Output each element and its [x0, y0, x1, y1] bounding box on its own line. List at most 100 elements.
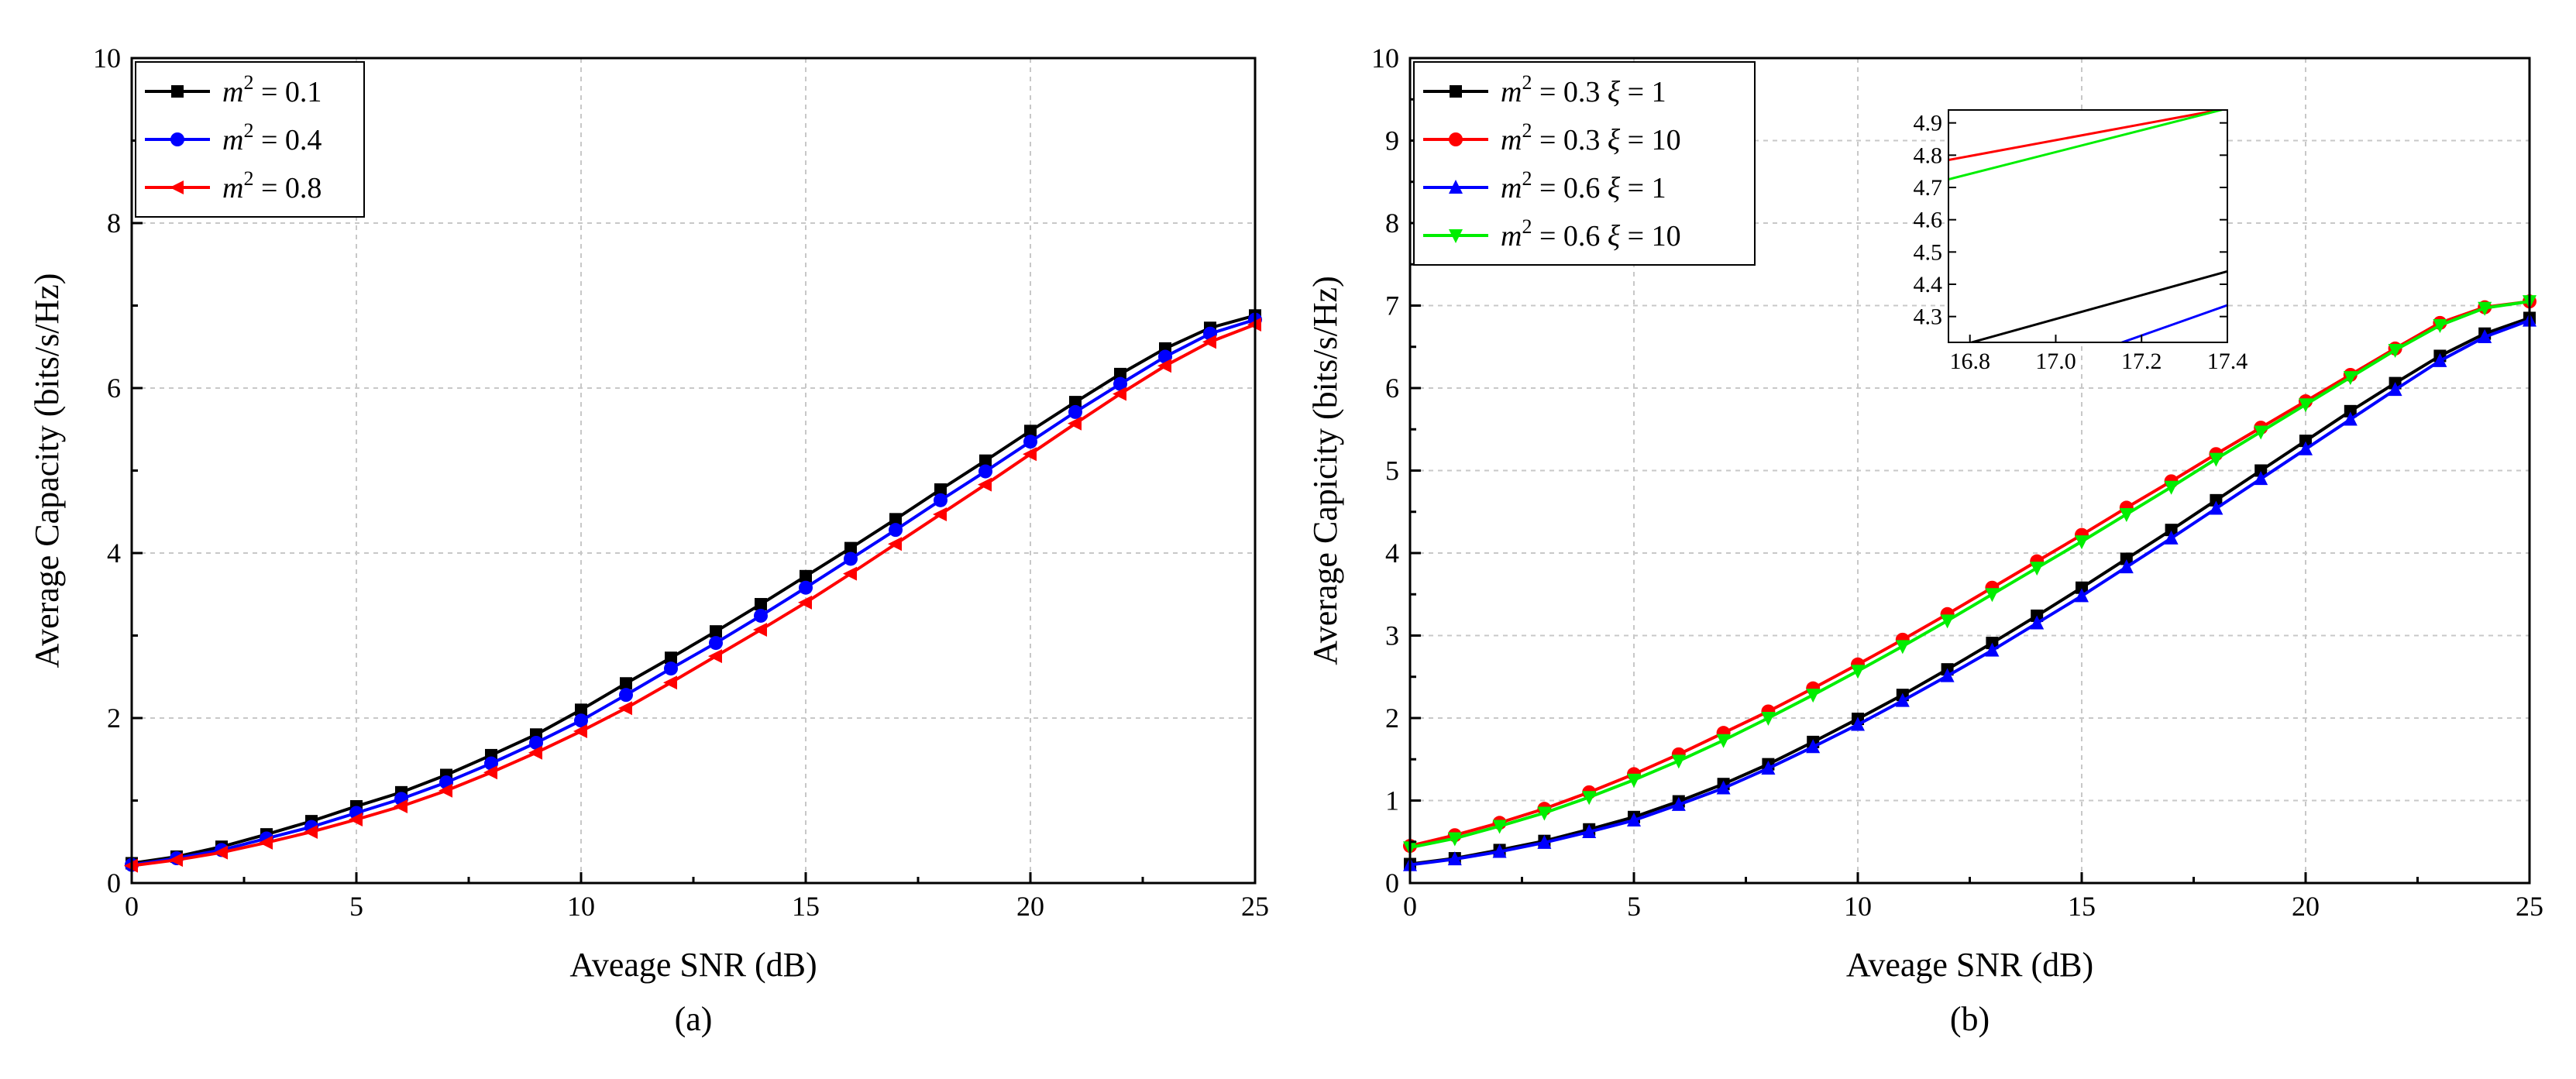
a-data-point [1023, 447, 1037, 462]
a-data-point [1157, 359, 1171, 373]
b-x-tick-label-0: 0 [1403, 891, 1417, 922]
b-y-tick-label-2: 2 [1385, 703, 1399, 734]
a-legend-label: m2 = 0.8 [222, 167, 322, 204]
b-y-tick-label-5: 5 [1385, 455, 1399, 486]
b-legend-swatch-marker [1449, 180, 1463, 194]
a-data-point [1113, 376, 1127, 391]
b-y-tick-label-7: 7 [1385, 290, 1399, 321]
panel-a-chart: 0 5 10 15 20 25 0 2 4 6 8 10 Aveage SNR (dB) Averag… [28, 43, 1269, 1038]
b-data-point [1761, 712, 1776, 726]
a-data-point [934, 493, 948, 507]
a-data-point [888, 537, 902, 552]
a-y-tick-label-8: 8 [107, 208, 121, 239]
inset-background [1948, 110, 2227, 342]
a-data-point [259, 835, 273, 850]
b-data-point [2299, 398, 2313, 413]
a-data-point [1068, 404, 1082, 419]
a-y-tick-label-10: 10 [93, 43, 121, 74]
b-legend-swatch-marker [1450, 85, 1462, 98]
a-data-point [1114, 367, 1126, 380]
b-data-point [1627, 813, 1641, 827]
a-x-tick-label-10: 10 [567, 891, 595, 922]
panel-b-caption: (b) [1950, 1000, 1990, 1038]
b-data-point [2075, 535, 2089, 550]
b-legend-item-m-0-3-1: m2 = 0.3 ξ = 1 [1423, 71, 1666, 108]
a-legend-swatch-marker [170, 132, 184, 146]
panel-b-series-group [1403, 294, 2536, 871]
a-y-tick-label-0: 0 [107, 868, 121, 899]
inset-x-tick-label-17-0: 17.0 [2035, 349, 2076, 374]
a-x-tick-label-20: 20 [1016, 891, 1044, 922]
a-data-point [1068, 416, 1082, 431]
a-data-point [934, 483, 947, 496]
b-x-tick-label-15: 15 [2068, 891, 2096, 922]
inset-x-tick-label-17-4: 17.4 [2207, 349, 2248, 374]
a-data-point [573, 724, 587, 739]
inset-y-tick-label-4-7: 4.7 [1914, 175, 1943, 201]
b-y-tick-label-3: 3 [1385, 620, 1399, 651]
panel-b-chart: 0 5 10 15 20 25 0 1 2 3 4 5 6 7 8 9 10 Aveage SNR (dB) A… [1306, 43, 2543, 1038]
b-data-point [2119, 559, 2134, 574]
b-data-point [2478, 301, 2492, 316]
b-legend-label: m2 = 0.3 ξ = 10 [1501, 119, 1681, 156]
b-y-tick-label-8: 8 [1385, 208, 1399, 239]
a-series-m-0-4 [125, 312, 1262, 872]
b-data-point [1582, 791, 1597, 806]
b-data-point [1447, 832, 1462, 847]
a-data-point [709, 636, 723, 651]
a-x-tick-label-15: 15 [792, 891, 820, 922]
a-legend-item-m-0-1: m2 = 0.1 [145, 71, 322, 108]
a-data-point [618, 701, 632, 716]
inset-y-tick-label-4-8: 4.8 [1914, 143, 1943, 168]
a-data-point [529, 735, 543, 750]
a-legend-swatch-marker [170, 180, 184, 194]
a-data-point [664, 661, 678, 676]
a-y-tick-label-6: 6 [107, 373, 121, 404]
panel-b-x-axis-label: Aveage SNR (dB) [1846, 946, 2093, 984]
a-series-line-m-0-1 [131, 314, 1256, 865]
inset-x-tick-label-16-8: 16.8 [1949, 349, 1990, 374]
a-data-point [663, 675, 677, 690]
b-data-point [1895, 640, 1910, 655]
b-data-point [2209, 452, 2223, 467]
b-data-point [2030, 562, 2045, 576]
b-data-point [1627, 773, 1641, 788]
a-legend-label: m2 = 0.1 [222, 71, 322, 108]
a-data-point [708, 649, 722, 664]
a-data-point [394, 799, 408, 813]
a-series-m-0-1 [126, 309, 1261, 870]
b-data-point [2210, 493, 2223, 507]
b-legend-label: m2 = 0.6 ξ = 10 [1501, 215, 1681, 253]
b-series-line-m-0-3-10 [1409, 300, 2530, 848]
b-data-point [1582, 823, 1597, 838]
b-data-point [2343, 371, 2358, 386]
inset-line-m-0-6-1 [2118, 304, 2227, 342]
b-series-line-m-0-6-10 [1409, 300, 2530, 850]
a-data-point [349, 812, 363, 826]
panel-a-x-axis-label: Aveage SNR (dB) [569, 946, 817, 984]
b-data-point [2209, 500, 2223, 515]
b-y-tick-label-10: 10 [1371, 43, 1399, 74]
a-data-point [799, 580, 813, 595]
inset-x-tick-label-17-2: 17.2 [2121, 349, 2162, 374]
panel-a-y-axis-label: Average Capacity (bits/s/Hz) [28, 273, 66, 668]
b-series-m-0-6-1 [1403, 312, 2536, 871]
inset-line-m-0-6-10 [1948, 110, 2226, 181]
a-legend-label: m2 = 0.4 [222, 119, 322, 156]
a-x-tick-label-0: 0 [125, 891, 139, 922]
b-legend-item-m-0-6-10: m2 = 0.6 ξ = 10 [1423, 215, 1681, 253]
inset-y-tick-label-4-3: 4.3 [1914, 304, 1943, 330]
panel-a-legend: m2 = 0.1 m2 = 0.4 m2 = 0.8 [135, 61, 365, 218]
b-legend-label: m2 = 0.3 ξ = 1 [1501, 71, 1666, 108]
b-y-tick-label-0: 0 [1385, 868, 1399, 899]
inset-y-tick-label-4-6: 4.6 [1914, 208, 1943, 233]
a-data-point [979, 454, 992, 467]
a-y-tick-label-4: 4 [107, 538, 121, 569]
b-data-point [1985, 642, 2000, 657]
b-data-point [2343, 411, 2358, 426]
a-series-line-m-0-4 [131, 318, 1256, 867]
a-legend-swatch-marker [171, 85, 184, 98]
b-y-tick-label-9: 9 [1385, 125, 1399, 156]
inset-frame [1948, 109, 2228, 343]
inset-y-tick-label-4-9: 4.9 [1914, 111, 1943, 136]
